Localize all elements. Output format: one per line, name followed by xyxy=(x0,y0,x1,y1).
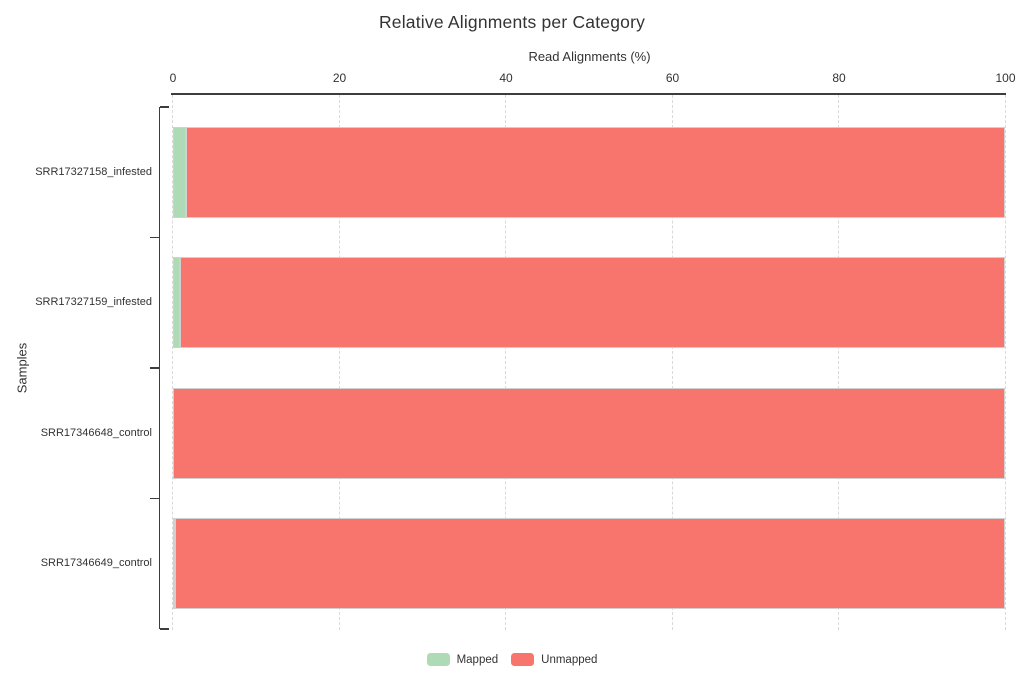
bar-segment-mapped[interactable] xyxy=(173,518,176,610)
bar-segment-unmapped[interactable] xyxy=(186,126,1006,218)
legend-item-mapped[interactable]: Mapped xyxy=(426,653,499,666)
legend-item-unmapped[interactable]: Unmapped xyxy=(511,653,597,666)
bar-segment-unmapped[interactable] xyxy=(173,387,1006,479)
legend-label: Unmapped xyxy=(541,653,598,666)
legend-swatch-unmapped-icon xyxy=(511,653,535,666)
bar-segment-unmapped[interactable] xyxy=(180,257,1006,349)
bar-segment-mapped[interactable] xyxy=(173,126,187,218)
x-axis-line xyxy=(171,93,1006,95)
legend-swatch-mapped-icon xyxy=(426,653,450,666)
chart-title: Relative Alignments per Category xyxy=(378,12,646,32)
x-axis-title: Read Alignments (%) xyxy=(528,49,651,64)
bar-segment-unmapped[interactable] xyxy=(175,518,1006,610)
legend: Mapped Unmapped xyxy=(0,653,1024,666)
bar-segment-mapped[interactable] xyxy=(173,257,181,349)
legend-label: Mapped xyxy=(456,653,499,666)
